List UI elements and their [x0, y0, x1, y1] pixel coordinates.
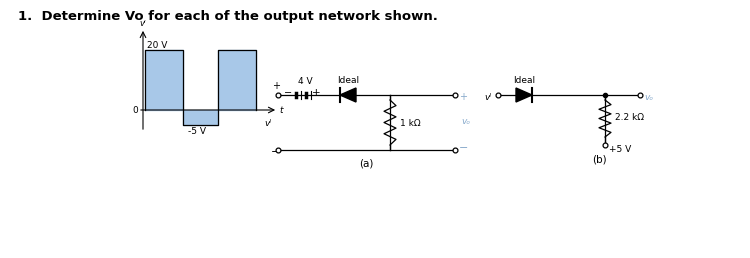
- Text: vᴵ: vᴵ: [484, 93, 491, 101]
- Text: Ideal: Ideal: [513, 76, 535, 85]
- Polygon shape: [516, 88, 532, 102]
- Text: Ideal: Ideal: [337, 76, 359, 85]
- Text: vᴵ: vᴵ: [264, 118, 271, 127]
- Text: +: +: [459, 92, 467, 102]
- Text: -5 V: -5 V: [188, 127, 206, 136]
- Text: 1 kΩ: 1 kΩ: [400, 118, 421, 127]
- Text: −: −: [459, 143, 468, 153]
- Text: −: −: [272, 147, 280, 157]
- Text: (a): (a): [359, 158, 374, 168]
- Text: 1.  Determine Vo for each of the output network shown.: 1. Determine Vo for each of the output n…: [18, 10, 438, 23]
- Text: +5 V: +5 V: [609, 146, 631, 155]
- Polygon shape: [340, 88, 356, 102]
- Text: (b): (b): [592, 154, 606, 164]
- Text: t: t: [279, 106, 283, 115]
- Text: 4 V: 4 V: [298, 77, 313, 86]
- Text: 0: 0: [132, 106, 138, 115]
- Text: 20 V: 20 V: [147, 41, 167, 50]
- Text: vᴵ: vᴵ: [139, 19, 146, 28]
- Text: +: +: [272, 81, 280, 91]
- Text: vₒ: vₒ: [644, 93, 653, 101]
- Text: vₒ: vₒ: [461, 117, 470, 125]
- Text: +: +: [312, 88, 320, 98]
- Text: −: −: [284, 88, 292, 98]
- Text: 2.2 kΩ: 2.2 kΩ: [615, 114, 644, 123]
